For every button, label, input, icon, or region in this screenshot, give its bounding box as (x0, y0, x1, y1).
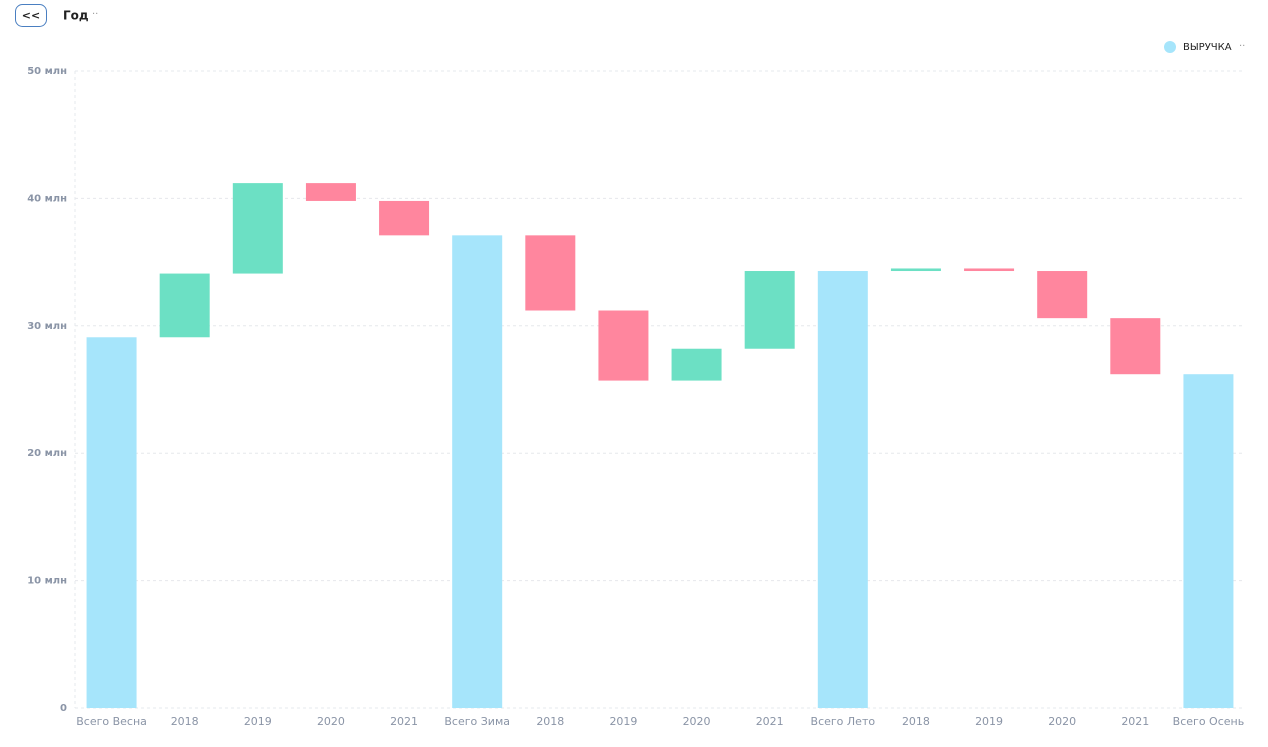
bar (159, 273, 210, 338)
x-tick-label: 2018 (171, 715, 199, 728)
bar (1110, 318, 1161, 375)
x-tick-label: Всего Лето (811, 715, 876, 728)
bar (232, 183, 283, 274)
page-title: Год (63, 9, 89, 23)
bar (744, 271, 795, 349)
bar (890, 268, 941, 272)
x-tick-label: Всего Весна (76, 715, 147, 728)
y-tick-label: 0 (60, 703, 67, 714)
bar (86, 337, 137, 708)
bar (525, 235, 576, 311)
y-tick-label: 40 млн (27, 193, 67, 204)
x-tick-label: 2019 (609, 715, 637, 728)
legend-label: ВЫРУЧКА (1183, 42, 1232, 53)
y-tick-label: 50 млн (27, 66, 67, 77)
y-tick-label: 10 млн (27, 576, 67, 587)
x-tick-label: 2019 (975, 715, 1003, 728)
bar (305, 183, 356, 201)
bar (964, 268, 1015, 272)
x-tick-label: Всего Зима (444, 715, 510, 728)
bar (598, 310, 649, 381)
x-tick-label: 2020 (317, 715, 345, 728)
bar (817, 271, 868, 708)
x-tick-label: 2020 (683, 715, 711, 728)
back-button-label[interactable]: << (22, 9, 40, 22)
bar (452, 235, 503, 708)
y-tick-label: 20 млн (27, 448, 67, 459)
bar (671, 348, 722, 381)
bar (379, 200, 430, 236)
x-tick-label: 2021 (390, 715, 418, 728)
x-tick-label: 2018 (902, 715, 930, 728)
back-button[interactable] (15, 4, 47, 27)
x-tick-label: 2019 (244, 715, 272, 728)
bar (1183, 374, 1234, 708)
x-tick-label: 2021 (756, 715, 784, 728)
x-tick-label: Всего Осень (1173, 715, 1245, 728)
bar (1037, 271, 1088, 319)
title-menu[interactable]: ·· (92, 9, 98, 20)
legend-marker (1164, 41, 1176, 53)
legend-menu[interactable]: ·· (1239, 41, 1245, 52)
x-tick-label: 2020 (1048, 715, 1076, 728)
x-tick-label: 2018 (536, 715, 564, 728)
y-tick-label: 30 млн (27, 321, 67, 332)
x-tick-label: 2021 (1121, 715, 1149, 728)
